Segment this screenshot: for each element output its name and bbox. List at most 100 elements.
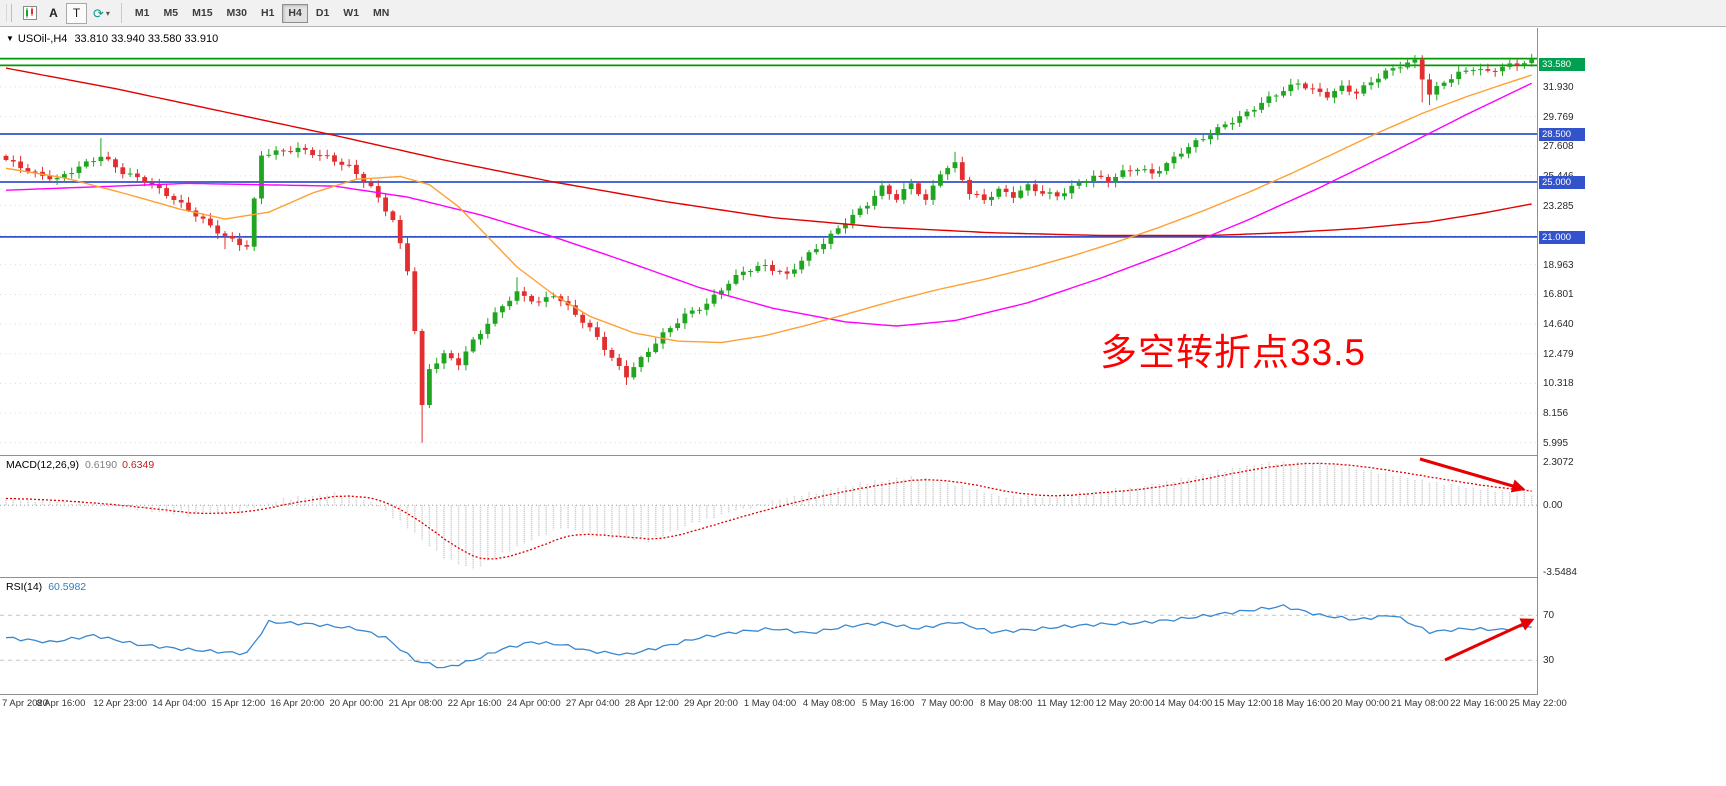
candle (1288, 84, 1294, 92)
arrow-tool-a-button[interactable]: A (43, 3, 64, 24)
macd-panel-canvas[interactable] (0, 456, 1537, 577)
candle (1522, 63, 1527, 66)
timeframe-m30-button[interactable]: M30 (221, 4, 253, 23)
timeframe-m1-button[interactable]: M1 (129, 4, 156, 23)
candle (901, 189, 907, 200)
time-tick-label: 8 May 08:00 (980, 698, 1033, 709)
candle (792, 269, 797, 274)
timeframe-m5-button[interactable]: M5 (158, 4, 185, 23)
candle (1485, 69, 1491, 71)
panel-divider[interactable] (0, 577, 1726, 578)
candle (580, 314, 586, 323)
candle (1062, 193, 1067, 197)
ma-mid-magenta (5, 82, 1533, 327)
candle (638, 357, 644, 368)
candle (1186, 147, 1191, 154)
timeframe-d1-button[interactable]: D1 (310, 4, 335, 23)
candle (872, 195, 878, 206)
candle (952, 162, 958, 169)
candle (113, 159, 118, 168)
timeframe-mn-button[interactable]: MN (367, 4, 395, 23)
candle (135, 173, 140, 178)
candle (485, 323, 491, 334)
price-marker-28.500: 28.500 (1539, 127, 1585, 141)
timeframe-w1-button[interactable]: W1 (337, 4, 365, 23)
time-tick-label: 25 May 22:00 (1509, 698, 1567, 709)
price-marker-33.580: 33.580 (1539, 58, 1585, 72)
candle (456, 358, 461, 366)
time-tick-label: 28 Apr 12:00 (624, 698, 679, 709)
new-chart-button[interactable] (19, 3, 41, 24)
candle (1215, 127, 1221, 136)
candle (346, 164, 352, 166)
candle (1303, 83, 1308, 89)
candle (1200, 139, 1206, 141)
candle (383, 197, 388, 212)
candle (1069, 185, 1075, 194)
candle (1361, 85, 1367, 94)
candle (835, 228, 841, 234)
candle (1142, 169, 1148, 171)
candle (507, 300, 513, 307)
price-axis[interactable]: 31.93029.76927.60825.44623.28521.12418.9… (1537, 28, 1726, 695)
time-tick-label: 12 May 20:00 (1095, 698, 1154, 709)
candle (1368, 82, 1374, 86)
timeframe-m15-button[interactable]: M15 (186, 4, 218, 23)
candle (1434, 86, 1440, 95)
time-axis[interactable]: 7 Apr 2020 8 Apr 16:00 12 Apr 23:00 14 Apr … (0, 696, 1726, 712)
candle (32, 171, 38, 173)
price-tick-label: 27.608 (1543, 141, 1574, 153)
candle (332, 155, 337, 162)
price-tick-label: 23.285 (1543, 200, 1574, 212)
time-tick-label: 15 May 12:00 (1213, 698, 1272, 709)
candle (1084, 182, 1089, 183)
candle (419, 331, 425, 405)
candles-layer (3, 53, 1535, 443)
time-tick-label: 4 May 08:00 (802, 698, 856, 709)
rsi-name: RSI(14) (6, 581, 43, 593)
macd-name: MACD(12,26,9) (6, 459, 79, 471)
candle (981, 194, 987, 201)
candle (1295, 83, 1301, 85)
candle (1011, 192, 1016, 198)
timeframe-h4-button[interactable]: H4 (282, 3, 308, 23)
price-tick-label: 14.640 (1543, 319, 1574, 331)
candle (105, 156, 111, 160)
candle (930, 185, 936, 200)
candle (967, 179, 972, 194)
candle (463, 351, 469, 366)
collapse-triangle-icon[interactable]: ▼ (6, 34, 14, 43)
main-chart-canvas[interactable] (0, 29, 1537, 455)
text-tool-button[interactable]: T (66, 2, 87, 24)
candle (1324, 91, 1330, 98)
chinese-annotation-text: 多空转折点33.5 (1100, 332, 1367, 373)
timeframe-h1-button[interactable]: H1 (255, 4, 280, 23)
time-tick-label: 22 May 16:00 (1450, 698, 1508, 709)
candle (1171, 156, 1177, 164)
candle (83, 161, 89, 167)
toolbar: A T ⟳ ▾ M1 M5 M15 M30 H1 H4 D1 W1 MN (0, 0, 1726, 27)
candle (755, 265, 761, 272)
candle (719, 290, 724, 295)
candle (1040, 191, 1045, 194)
candle (1456, 71, 1462, 80)
candle (762, 265, 768, 266)
candle (427, 369, 432, 405)
candle (799, 260, 805, 270)
panel-divider[interactable] (0, 455, 1726, 456)
candle (478, 333, 483, 340)
candle (1127, 170, 1133, 172)
candle (682, 313, 688, 324)
toolbar-drag-handle[interactable] (6, 4, 12, 22)
autotrading-dropdown-button[interactable]: ⟳ ▾ (89, 3, 114, 24)
cycle-icon: ⟳ (93, 5, 104, 21)
candle (879, 185, 885, 196)
candle (1514, 63, 1520, 66)
candle (667, 328, 673, 333)
rsi-panel-canvas[interactable] (0, 578, 1537, 694)
candle (47, 175, 53, 180)
candle (317, 155, 323, 157)
candle (813, 249, 819, 253)
candle (850, 214, 856, 224)
candle (1463, 70, 1469, 72)
